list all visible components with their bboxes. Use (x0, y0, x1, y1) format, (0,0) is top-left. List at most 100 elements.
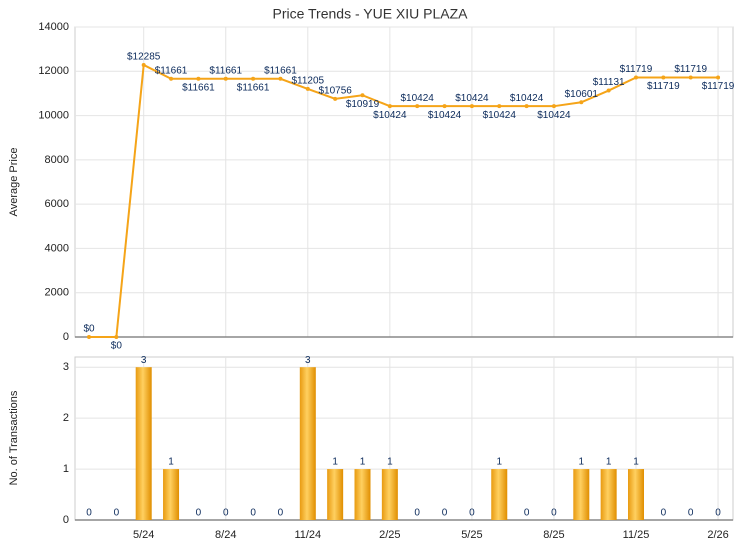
x-tick-label: 11/24 (294, 529, 321, 541)
x-tick-label: 11/25 (623, 529, 650, 541)
point (634, 75, 638, 80)
point (87, 335, 91, 339)
y-axis-label: Average Price (8, 148, 20, 217)
data-label: $10919 (346, 99, 380, 110)
point (606, 88, 611, 93)
data-label: 0 (688, 508, 694, 519)
data-label: 1 (332, 457, 338, 468)
bar (491, 469, 508, 520)
data-label: $11661 (155, 65, 188, 76)
data-label: $0 (111, 341, 123, 352)
data-label: $10424 (373, 110, 407, 121)
x-tick-label: 5/24 (133, 529, 154, 541)
data-label: $10424 (455, 93, 489, 104)
bar (299, 367, 316, 520)
x-tick-label: 8/25 (543, 529, 564, 541)
data-label: 0 (469, 508, 475, 519)
data-label: 0 (114, 508, 120, 519)
data-label: 0 (196, 508, 202, 519)
data-label: $11719 (620, 64, 653, 75)
point (251, 76, 256, 81)
data-label: $10424 (428, 110, 462, 121)
x-tick-label: 2/26 (707, 529, 728, 541)
data-label: 0 (414, 508, 420, 519)
y-tick-label: 4000 (45, 242, 69, 254)
data-label: $11205 (291, 76, 324, 87)
data-label: 1 (168, 457, 174, 468)
point (551, 104, 556, 109)
point (223, 76, 228, 81)
point (196, 76, 201, 81)
x-tick-label: 5/25 (461, 529, 482, 541)
data-label: $0 (83, 324, 95, 335)
data-label: $11131 (593, 77, 625, 88)
data-label: $11719 (702, 81, 735, 92)
point (169, 76, 174, 81)
y-tick-label: 0 (63, 331, 69, 343)
point (579, 100, 584, 105)
price-line (89, 63, 719, 338)
y-tick-label: 14000 (38, 21, 69, 33)
data-label: $11719 (647, 81, 680, 92)
y-tick-label: 0 (63, 514, 69, 526)
bar (600, 469, 617, 520)
data-label: 0 (442, 508, 448, 519)
bar (354, 469, 371, 520)
point (114, 335, 119, 339)
y-tick-label: 10000 (38, 109, 69, 121)
point (278, 76, 283, 81)
point (469, 104, 474, 109)
bar (381, 469, 398, 520)
y-axis-label: No. of Transactions (8, 390, 20, 485)
y-tick-label: 1 (63, 463, 69, 475)
point (688, 75, 693, 80)
data-label: 3 (141, 355, 147, 366)
y-tick-label: 6000 (45, 198, 69, 210)
point (360, 93, 365, 98)
data-label: $12285 (127, 52, 161, 63)
bar (327, 469, 344, 520)
data-label: 1 (360, 457, 366, 468)
data-label: 1 (633, 457, 639, 468)
data-label: $11661 (209, 65, 242, 76)
data-label: 0 (551, 508, 557, 519)
data-label: $10424 (537, 110, 571, 121)
data-label: $10424 (483, 110, 517, 121)
bar (573, 469, 590, 520)
data-label: $11661 (182, 82, 215, 93)
y-tick-label: 2 (63, 412, 69, 424)
y-tick-label: 8000 (45, 154, 69, 166)
y-tick-label: 12000 (38, 65, 69, 77)
point (387, 104, 392, 109)
point (415, 104, 420, 109)
data-label: 1 (387, 457, 393, 468)
data-label: 1 (606, 457, 612, 468)
point (141, 62, 146, 67)
data-label: $10601 (565, 89, 599, 100)
bar (628, 469, 644, 520)
data-label: $10424 (401, 93, 435, 104)
data-label: 0 (278, 508, 284, 519)
bar (135, 367, 152, 520)
data-label: 0 (223, 508, 229, 519)
data-label: $10756 (318, 85, 352, 96)
point (524, 104, 529, 109)
data-label: 0 (250, 508, 256, 519)
point (716, 75, 721, 80)
data-label: 1 (496, 457, 502, 468)
point (442, 104, 447, 109)
data-label: 0 (661, 508, 667, 519)
y-tick-label: 3 (63, 361, 69, 373)
bar (163, 469, 180, 520)
point (497, 104, 502, 109)
point (661, 75, 666, 80)
y-tick-label: 2000 (45, 287, 69, 299)
data-label: 3 (305, 355, 311, 366)
x-tick-label: 8/24 (215, 529, 236, 541)
data-label: 1 (579, 457, 585, 468)
chart-title: Price Trends - YUE XIU PLAZA (272, 6, 468, 22)
data-label: $11661 (264, 65, 297, 76)
data-label: $11719 (674, 64, 707, 75)
point (333, 96, 338, 101)
